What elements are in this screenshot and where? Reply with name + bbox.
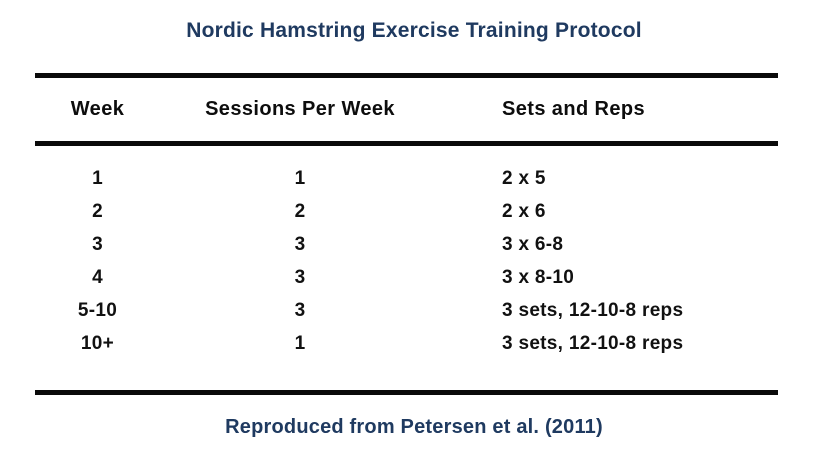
table-row: 3 3 3 x 6-8	[35, 228, 778, 261]
figure-caption: Reproduced from Petersen et al. (2011)	[225, 416, 603, 438]
column-header-sets-and-reps: Sets and Reps	[502, 98, 646, 120]
top-rule	[35, 73, 778, 78]
table-row: 1 1 2 x 5	[35, 162, 778, 195]
table-header-row: Week Sessions Per Week Sets and Reps	[35, 78, 778, 141]
cell-sets-reps: 2 x 5	[502, 167, 546, 189]
table-body: 1 1 2 x 5 2 2 2 x 6 3 3 3 x 6-8 4 3 3 x …	[0, 146, 828, 360]
column-header-week: Week	[70, 98, 125, 120]
cell-sessions: 3	[294, 233, 306, 255]
table-row: 2 2 2 x 6	[35, 195, 778, 228]
cell-sets-reps: 3 x 8-10	[502, 266, 575, 288]
cell-week: 4	[92, 266, 103, 288]
cell-sessions: 3	[294, 299, 306, 321]
cell-sets-reps: 3 x 6-8	[502, 233, 564, 255]
cell-sessions: 1	[294, 332, 306, 354]
cell-week: 10+	[80, 332, 115, 354]
bottom-rule	[35, 390, 778, 395]
table-row: 4 3 3 x 8-10	[35, 261, 778, 294]
cell-sets-reps: 3 sets, 12-10-8 reps	[502, 299, 684, 321]
cell-week: 1	[92, 167, 103, 189]
cell-week: 3	[92, 233, 103, 255]
cell-sets-reps: 2 x 6	[502, 200, 546, 222]
cell-sessions: 2	[294, 200, 306, 222]
cell-week: 5-10	[77, 299, 118, 321]
cell-sets-reps: 3 sets, 12-10-8 reps	[502, 332, 684, 354]
header-rule	[35, 141, 778, 146]
cell-sessions: 3	[294, 266, 306, 288]
cell-sessions: 1	[294, 167, 306, 189]
table-row: 5-10 3 3 sets, 12-10-8 reps	[35, 294, 778, 327]
column-header-sessions-per-week: Sessions Per Week	[205, 98, 395, 120]
table-row: 10+ 1 3 sets, 12-10-8 reps	[35, 327, 778, 360]
cell-week: 2	[92, 200, 103, 222]
figure-title: Nordic Hamstring Exercise Training Proto…	[186, 19, 642, 42]
